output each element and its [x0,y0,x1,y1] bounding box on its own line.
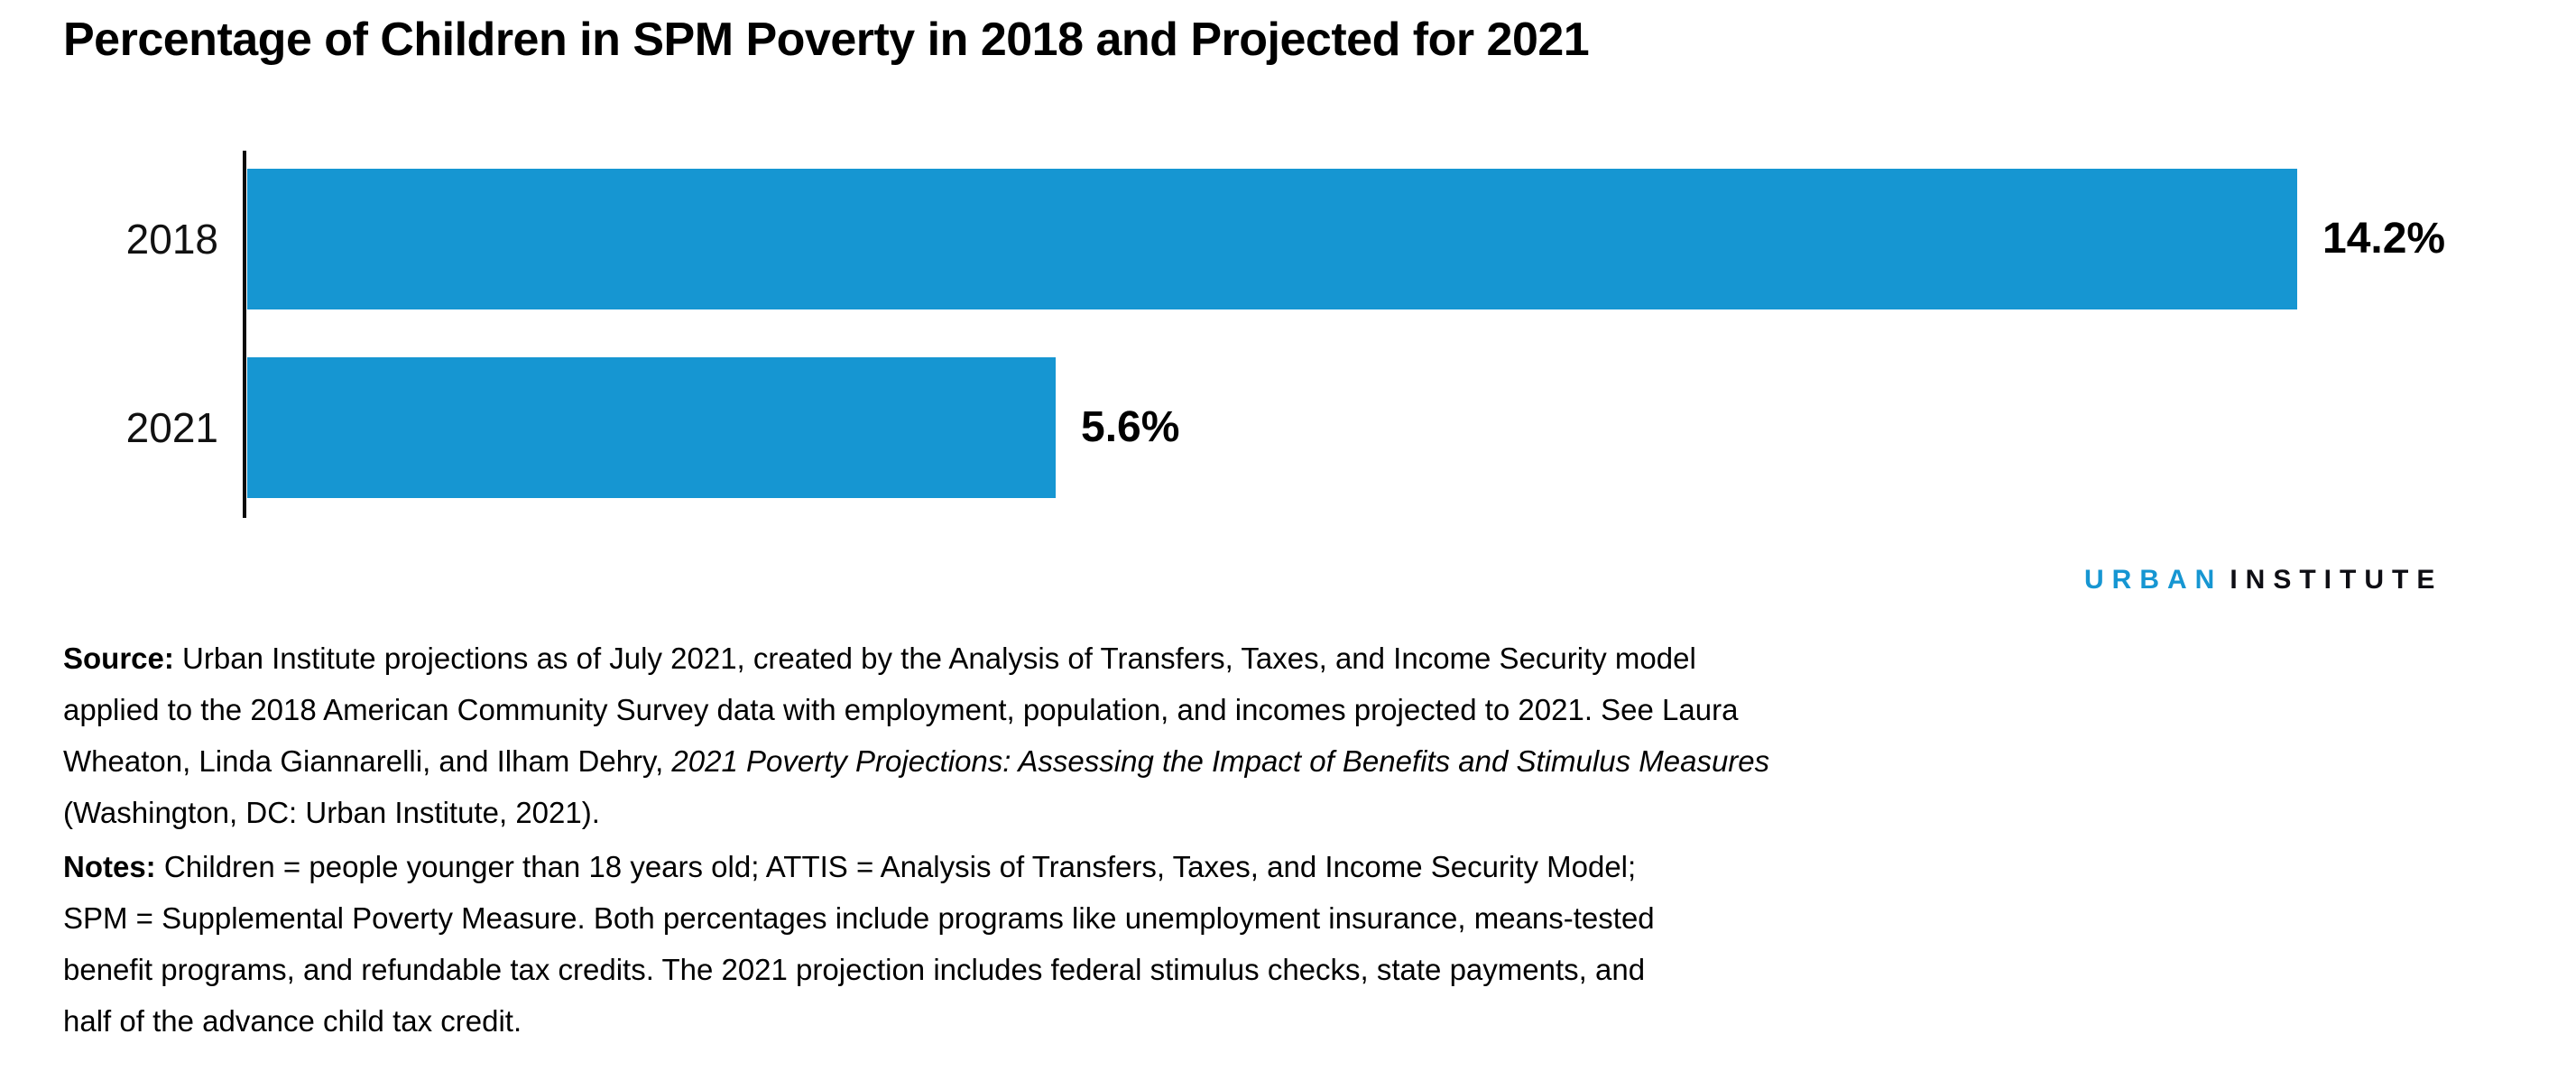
bar-2018 [247,169,2297,309]
source-line-3-text: Wheaton, Linda Giannarelli, and Ilham De… [63,744,672,778]
source-line-2: applied to the 2018 American Community S… [63,693,1739,726]
notes-line-4: half of the advance child tax credit. [63,1004,522,1038]
value-label-2018: 14.2% [2322,215,2446,263]
year-label-2018: 2018 [125,216,218,263]
notes-line-1-text: Children = people younger than 18 years … [155,850,1637,883]
source-label: Source: [63,642,174,675]
y-axis-line [243,151,246,518]
chart-title: Percentage of Children in SPM Poverty in… [63,14,1590,66]
notes-label: Notes: [63,850,156,883]
notes-line-2: SPM = Supplemental Poverty Measure. Both… [63,901,1655,935]
value-label-2021: 5.6% [1081,403,1180,451]
source-note: Source: Urban Institute projections as o… [63,632,1769,838]
notes-line-1: Notes: Children = people younger than 18… [63,841,1655,892]
notes-note: Notes: Children = people younger than 18… [63,841,1655,1047]
year-label-2021: 2021 [125,404,218,451]
source-line-3: Wheaton, Linda Giannarelli, and Ilham De… [63,735,1769,787]
logo-urban-text: URBAN [2084,565,2223,595]
source-line-1: Source: Urban Institute projections as o… [63,632,1769,684]
cited-work-title: 2021 Poverty Projections: Assessing the … [671,744,1770,778]
notes-line-3: benefit programs, and refundable tax cre… [63,953,1646,986]
urban-institute-logo: URBAN INSTITUTE [2084,565,2442,596]
logo-institute-text: INSTITUTE [2230,565,2443,595]
bar-2021 [247,357,1056,498]
source-line-4: (Washington, DC: Urban Institute, 2021). [63,796,600,829]
source-line-1-text: Urban Institute projections as of July 2… [173,642,1696,675]
